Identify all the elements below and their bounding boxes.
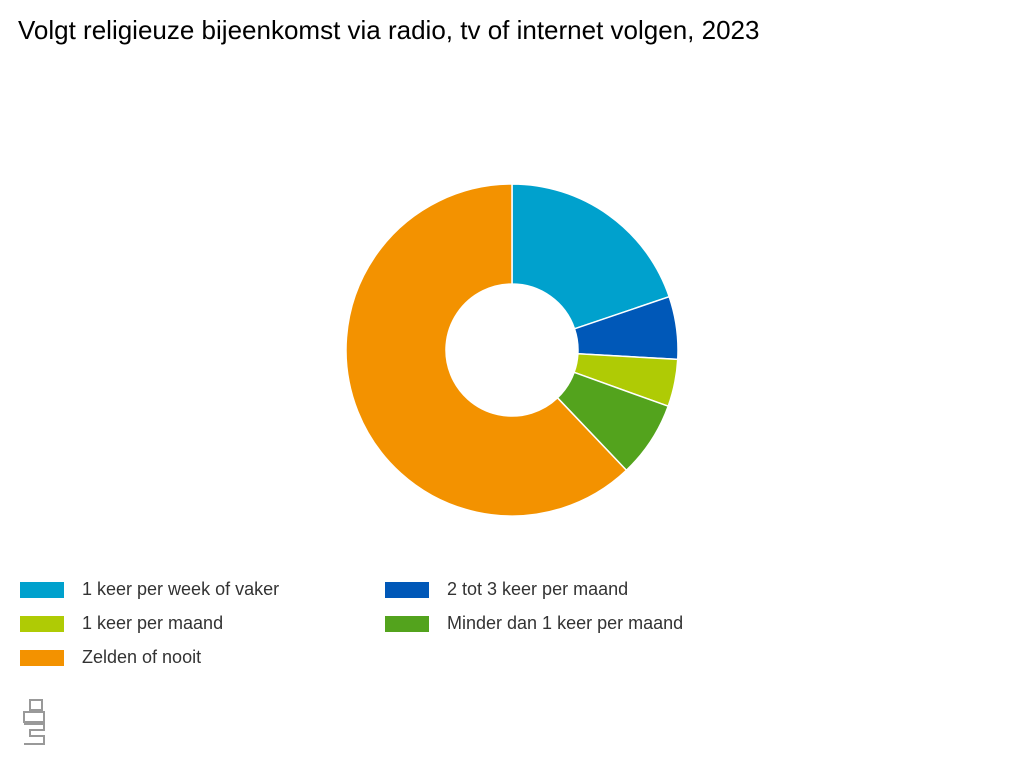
legend-label: 1 keer per week of vaker: [82, 579, 279, 599]
legend-label: 2 tot 3 keer per maand: [447, 579, 628, 599]
legend-label: Minder dan 1 keer per maand: [447, 613, 683, 633]
legend-swatch: [20, 650, 64, 666]
legend-label: 1 keer per maand: [82, 613, 223, 633]
chart-title: Volgt religieuze bijeenkomst via radio, …: [18, 15, 760, 45]
logo: [23, 699, 45, 745]
donut-segment: [345, 183, 628, 517]
legend-label: Zelden of nooit: [82, 647, 201, 667]
legend-swatch: [20, 582, 64, 598]
legend-swatch: [385, 582, 429, 598]
legend-swatch: [385, 616, 429, 632]
legend-swatch: [20, 616, 64, 632]
donut-segment: [511, 183, 671, 330]
